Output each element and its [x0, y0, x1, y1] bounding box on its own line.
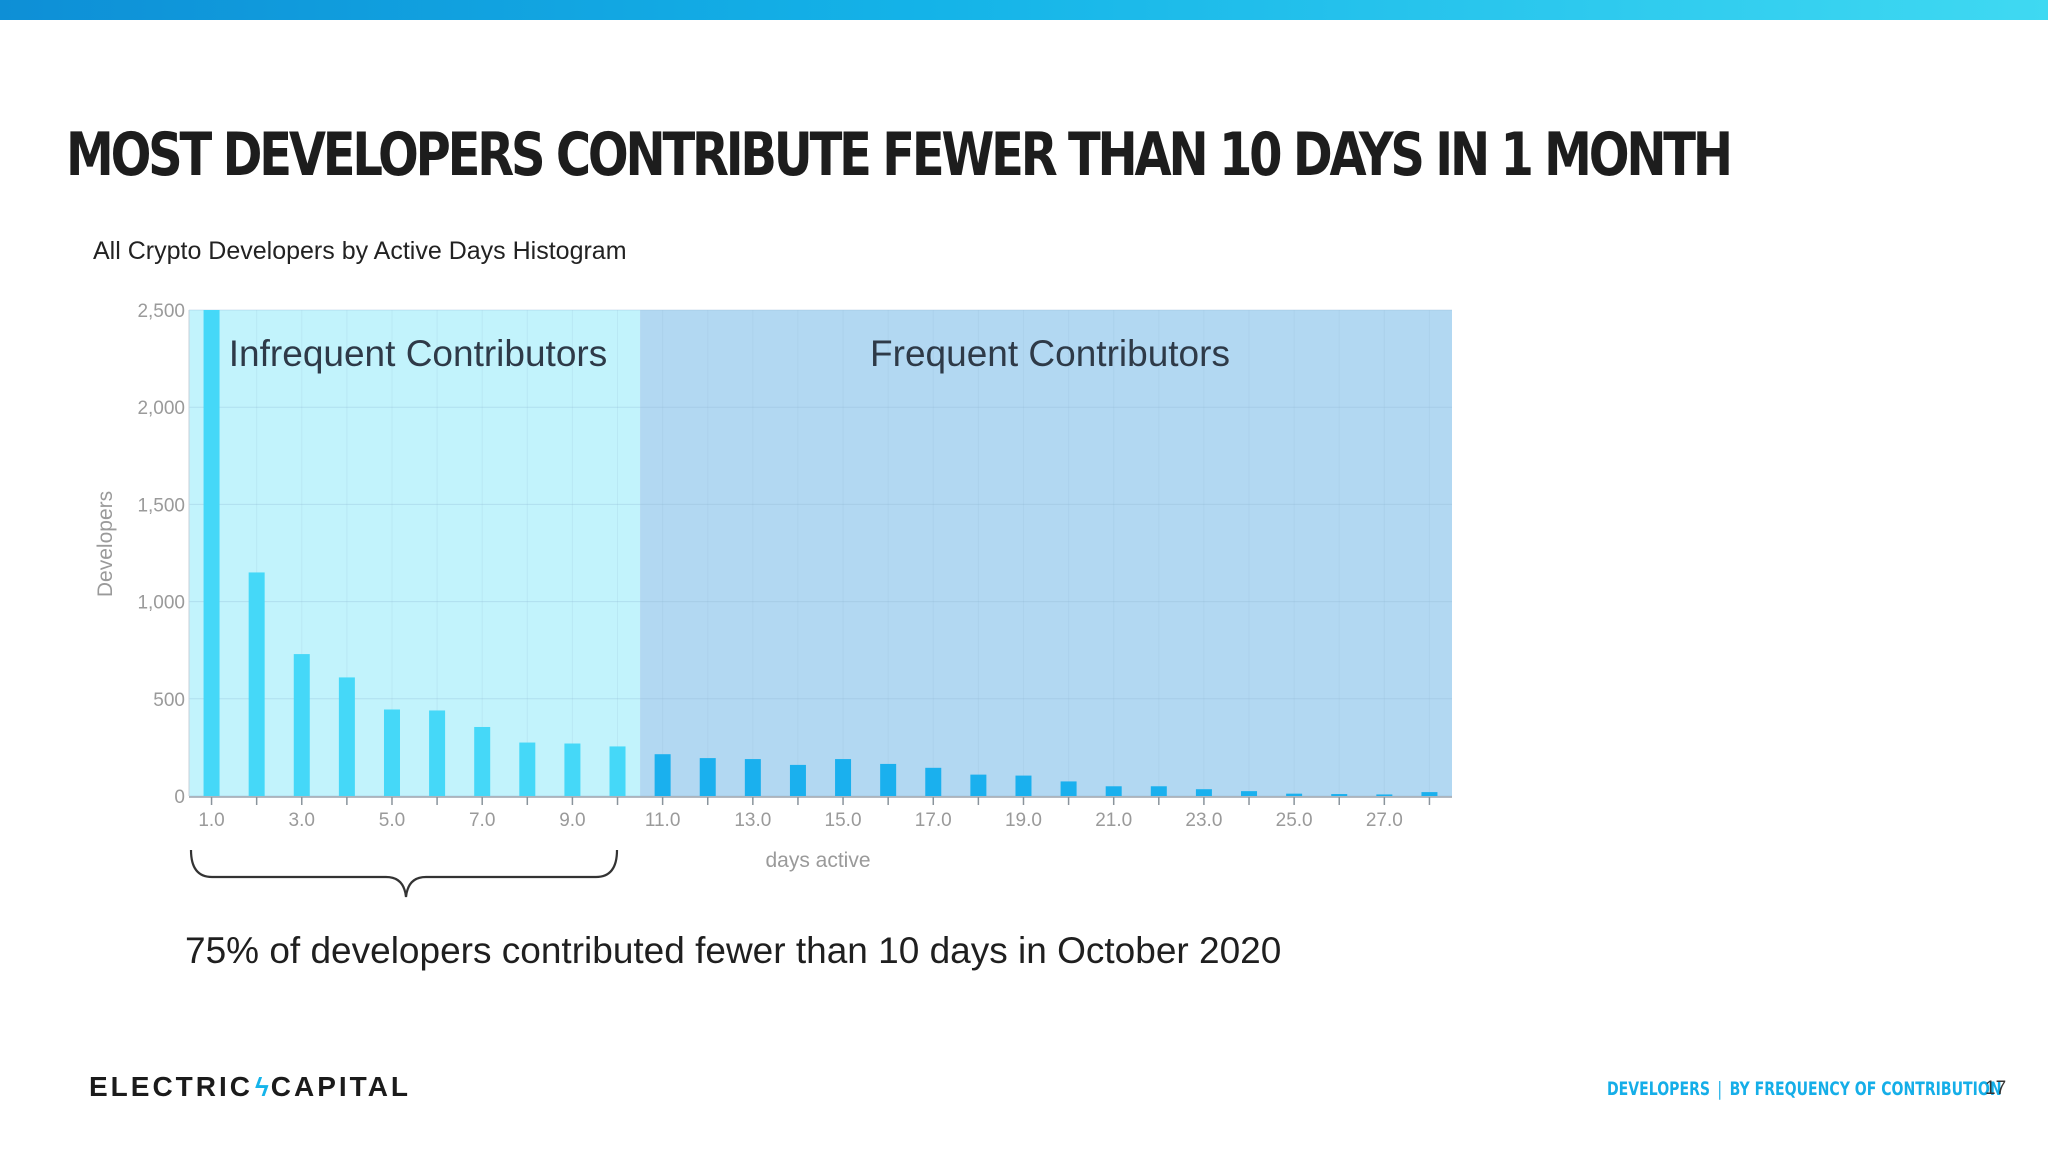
x-tick-label: 11.0 [645, 810, 681, 831]
bar-day-10 [609, 746, 626, 796]
bar-day-9 [564, 743, 581, 796]
histogram-chart: Infrequent Contributors Frequent Contribu… [94, 301, 1452, 898]
bar-day-25 [1286, 793, 1303, 796]
footer-section: DEVELOPERS [1607, 1078, 1711, 1100]
y-axis-label: Developers [94, 491, 117, 597]
x-tick-label: 7.0 [469, 810, 495, 831]
x-tick-label: 1.0 [198, 810, 224, 831]
brand-right: CAPITAL [270, 1071, 412, 1102]
bar-day-19 [1015, 775, 1032, 796]
x-tick-label: 13.0 [734, 810, 771, 831]
bar-day-20 [1060, 781, 1077, 796]
x-tick-label: 21.0 [1095, 810, 1132, 831]
bar-day-23 [1195, 789, 1212, 796]
bar-day-7 [474, 726, 491, 796]
page-number: 17 [1985, 1078, 2007, 1099]
top-accent-bar [0, 0, 2048, 20]
region-label-frequent: Frequent Contributors [870, 333, 1230, 374]
x-tick-label: 23.0 [1185, 810, 1222, 831]
y-tick-label: 500 [153, 690, 185, 711]
bar-day-17 [925, 767, 942, 796]
bar-day-15 [835, 759, 852, 796]
curly-brace [189, 849, 619, 898]
x-tick-label: 15.0 [825, 810, 862, 831]
x-axis-label: days active [765, 849, 870, 872]
y-tick-label: 0 [174, 787, 185, 808]
y-tick-label: 1,500 [137, 495, 185, 516]
y-tick-label: 2,000 [137, 398, 185, 419]
bar-day-5 [383, 709, 400, 796]
bar-day-22 [1150, 786, 1167, 796]
bar-day-8 [519, 742, 536, 796]
bar-day-21 [1105, 786, 1122, 796]
bar-day-27 [1376, 794, 1393, 796]
bar-day-28 [1421, 792, 1438, 796]
slide-title: Most developers contribute fewer than 10… [66, 120, 1733, 190]
x-tick-label: 3.0 [289, 810, 315, 831]
footer-breadcrumb: DEVELOPERS | BY FREQUENCY OF CONTRIBUTION [1607, 1078, 2002, 1100]
x-tick-label: 27.0 [1366, 810, 1403, 831]
bar-day-12 [699, 758, 716, 796]
bar-day-18 [970, 774, 987, 796]
electric-capital-logo: ELECTRICϟCAPITAL [89, 1071, 411, 1103]
bar-day-16 [880, 763, 897, 796]
bar-day-13 [744, 759, 761, 796]
y-tick-label: 2,500 [137, 301, 185, 322]
x-tick-label: 17.0 [915, 810, 952, 831]
region-label-infrequent: Infrequent Contributors [229, 333, 607, 374]
bar-day-4 [338, 677, 355, 796]
bar-day-24 [1241, 791, 1258, 796]
region-frequent [640, 310, 1452, 796]
bar-day-6 [429, 710, 446, 796]
x-tick-label: 5.0 [379, 810, 405, 831]
bar-day-14 [789, 764, 806, 796]
x-tick-label: 25.0 [1276, 810, 1313, 831]
footer-subsection: BY FREQUENCY OF CONTRIBUTION [1729, 1078, 2002, 1100]
chart-title: All Crypto Developers by Active Days His… [93, 237, 627, 265]
brand-left: ELECTRIC [89, 1071, 253, 1102]
footer-separator: | [1717, 1078, 1723, 1100]
bar-day-2 [248, 572, 265, 796]
lightning-bolt-icon: ϟ [255, 1072, 269, 1102]
x-tick-label: 19.0 [1005, 810, 1042, 831]
bar-day-3 [293, 654, 310, 796]
bar-day-11 [654, 754, 671, 796]
bar-day-1 [203, 310, 220, 796]
y-tick-label: 1,000 [137, 593, 185, 614]
x-tick-label: 9.0 [559, 810, 585, 831]
bar-day-26 [1331, 794, 1348, 796]
chart-caption: 75% of developers contributed fewer than… [185, 930, 1282, 971]
